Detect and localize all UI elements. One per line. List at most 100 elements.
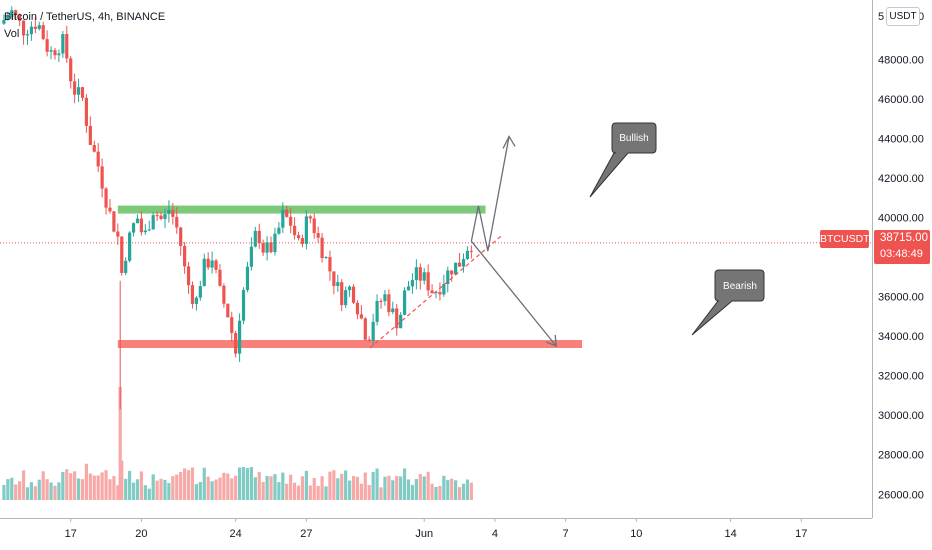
candle-body: [230, 317, 234, 333]
projection-drawings[interactable]: [369, 135, 557, 349]
time-tick-label: 7: [563, 528, 569, 540]
volume-bar: [135, 479, 140, 500]
volume-bar: [446, 479, 450, 500]
candle-body: [92, 145, 96, 152]
candle-body: [402, 290, 407, 315]
volume-bar: [49, 482, 53, 500]
volume-bar: [379, 487, 383, 500]
resistance-zone[interactable]: [117, 205, 486, 214]
candle-body: [163, 213, 167, 219]
candle-body: [355, 302, 360, 315]
time-tick-labels: 17 20 24 27 Jun 4 7 10 14 17: [65, 518, 807, 540]
candle-body: [418, 267, 422, 281]
volume-bar: [10, 477, 14, 500]
volume-bar: [76, 478, 81, 500]
volume-bar: [289, 474, 293, 500]
bearish-callout[interactable]: Bearish: [691, 269, 765, 336]
volume-bar: [355, 476, 360, 500]
volume-bar: [183, 468, 187, 500]
volume-bar: [442, 475, 446, 500]
volume-bar: [45, 479, 49, 500]
candle-body: [18, 14, 22, 21]
rising-trendline[interactable]: [369, 234, 503, 349]
volume-bar: [375, 468, 379, 500]
volume-bar: [257, 472, 261, 500]
candle-body: [238, 320, 242, 354]
price-tick-label: 28000.00: [878, 450, 924, 462]
candle-body: [450, 270, 454, 275]
candle-body: [33, 26, 37, 29]
price-tick-label: 44000.00: [878, 133, 924, 145]
candle-body: [183, 246, 187, 267]
candle-body: [245, 266, 250, 290]
candle-body: [65, 34, 69, 59]
volume-bar: [469, 482, 473, 500]
volume-bar: [210, 481, 214, 500]
candle-body: [308, 216, 312, 219]
volume-bar: [324, 486, 328, 500]
candle-body: [143, 230, 147, 233]
volume-bar: [351, 475, 356, 500]
volume-bar: [65, 469, 69, 500]
volume-bar: [163, 479, 167, 500]
candle-body: [269, 242, 273, 253]
volume-bar: [57, 482, 61, 500]
volume-bar: [230, 478, 234, 500]
volume-bar: [418, 474, 422, 500]
support-zone[interactable]: [117, 340, 583, 349]
volume-bar: [92, 475, 96, 500]
volume-bar: [128, 470, 132, 500]
candle-body: [371, 321, 375, 341]
candle-body: [21, 20, 26, 36]
candle-body: [49, 50, 53, 52]
candle-body: [438, 292, 442, 295]
volume-bar: [340, 473, 344, 500]
currency-button[interactable]: USDT: [886, 7, 920, 26]
volume-bar: [2, 485, 6, 500]
volume-indicator-label[interactable]: Vol: [4, 28, 19, 40]
symbol-price-badge: BTCUSDT: [820, 230, 870, 248]
volume-bar: [53, 485, 57, 500]
candle-body: [53, 50, 57, 56]
candle-body: [96, 151, 100, 167]
candle-body: [312, 218, 316, 234]
volume-bar: [249, 467, 253, 500]
volume-bar: [328, 471, 332, 500]
candle-body: [414, 267, 418, 281]
horizontal-levels[interactable]: [117, 205, 583, 349]
volume-bar: [33, 486, 37, 500]
symbol-title[interactable]: Bitcoin / TetherUS, 4h, BINANCE: [4, 11, 165, 23]
candle-body: [395, 308, 399, 329]
volume-bar: [371, 472, 375, 500]
bullish-arrow[interactable]: [487, 136, 510, 252]
volume-bar: [241, 466, 246, 500]
volume-bar: [151, 474, 155, 500]
time-tick-label: 17: [65, 528, 77, 540]
price-tick-label: 40000.00: [878, 212, 924, 224]
candle-body: [273, 233, 277, 253]
volume-bar: [73, 471, 77, 500]
volume-bar: [139, 471, 144, 500]
candle-body: [194, 297, 198, 304]
candle-body: [57, 53, 61, 56]
volume-bar: [457, 487, 462, 500]
time-axis[interactable]: 17 20 24 27 Jun 4 7 10 14 17: [0, 518, 932, 550]
candle-body: [41, 25, 45, 40]
candle-body: [175, 216, 179, 228]
currency-suffix: 0: [918, 11, 924, 23]
volume-bar: [391, 480, 395, 500]
volume-bar: [147, 488, 151, 500]
candle-body: [14, 10, 18, 15]
candle-body: [277, 227, 281, 234]
volume-bar: [143, 485, 147, 500]
bearish-arrow[interactable]: [470, 240, 557, 347]
volume-bar: [18, 481, 22, 500]
volume-bar: [434, 486, 438, 500]
zigzag-path[interactable]: [470, 205, 489, 252]
candle-body: [336, 282, 340, 287]
bullish-callout[interactable]: Bullish: [589, 122, 657, 198]
volume-bar: [395, 476, 399, 500]
candle-body: [347, 286, 352, 291]
